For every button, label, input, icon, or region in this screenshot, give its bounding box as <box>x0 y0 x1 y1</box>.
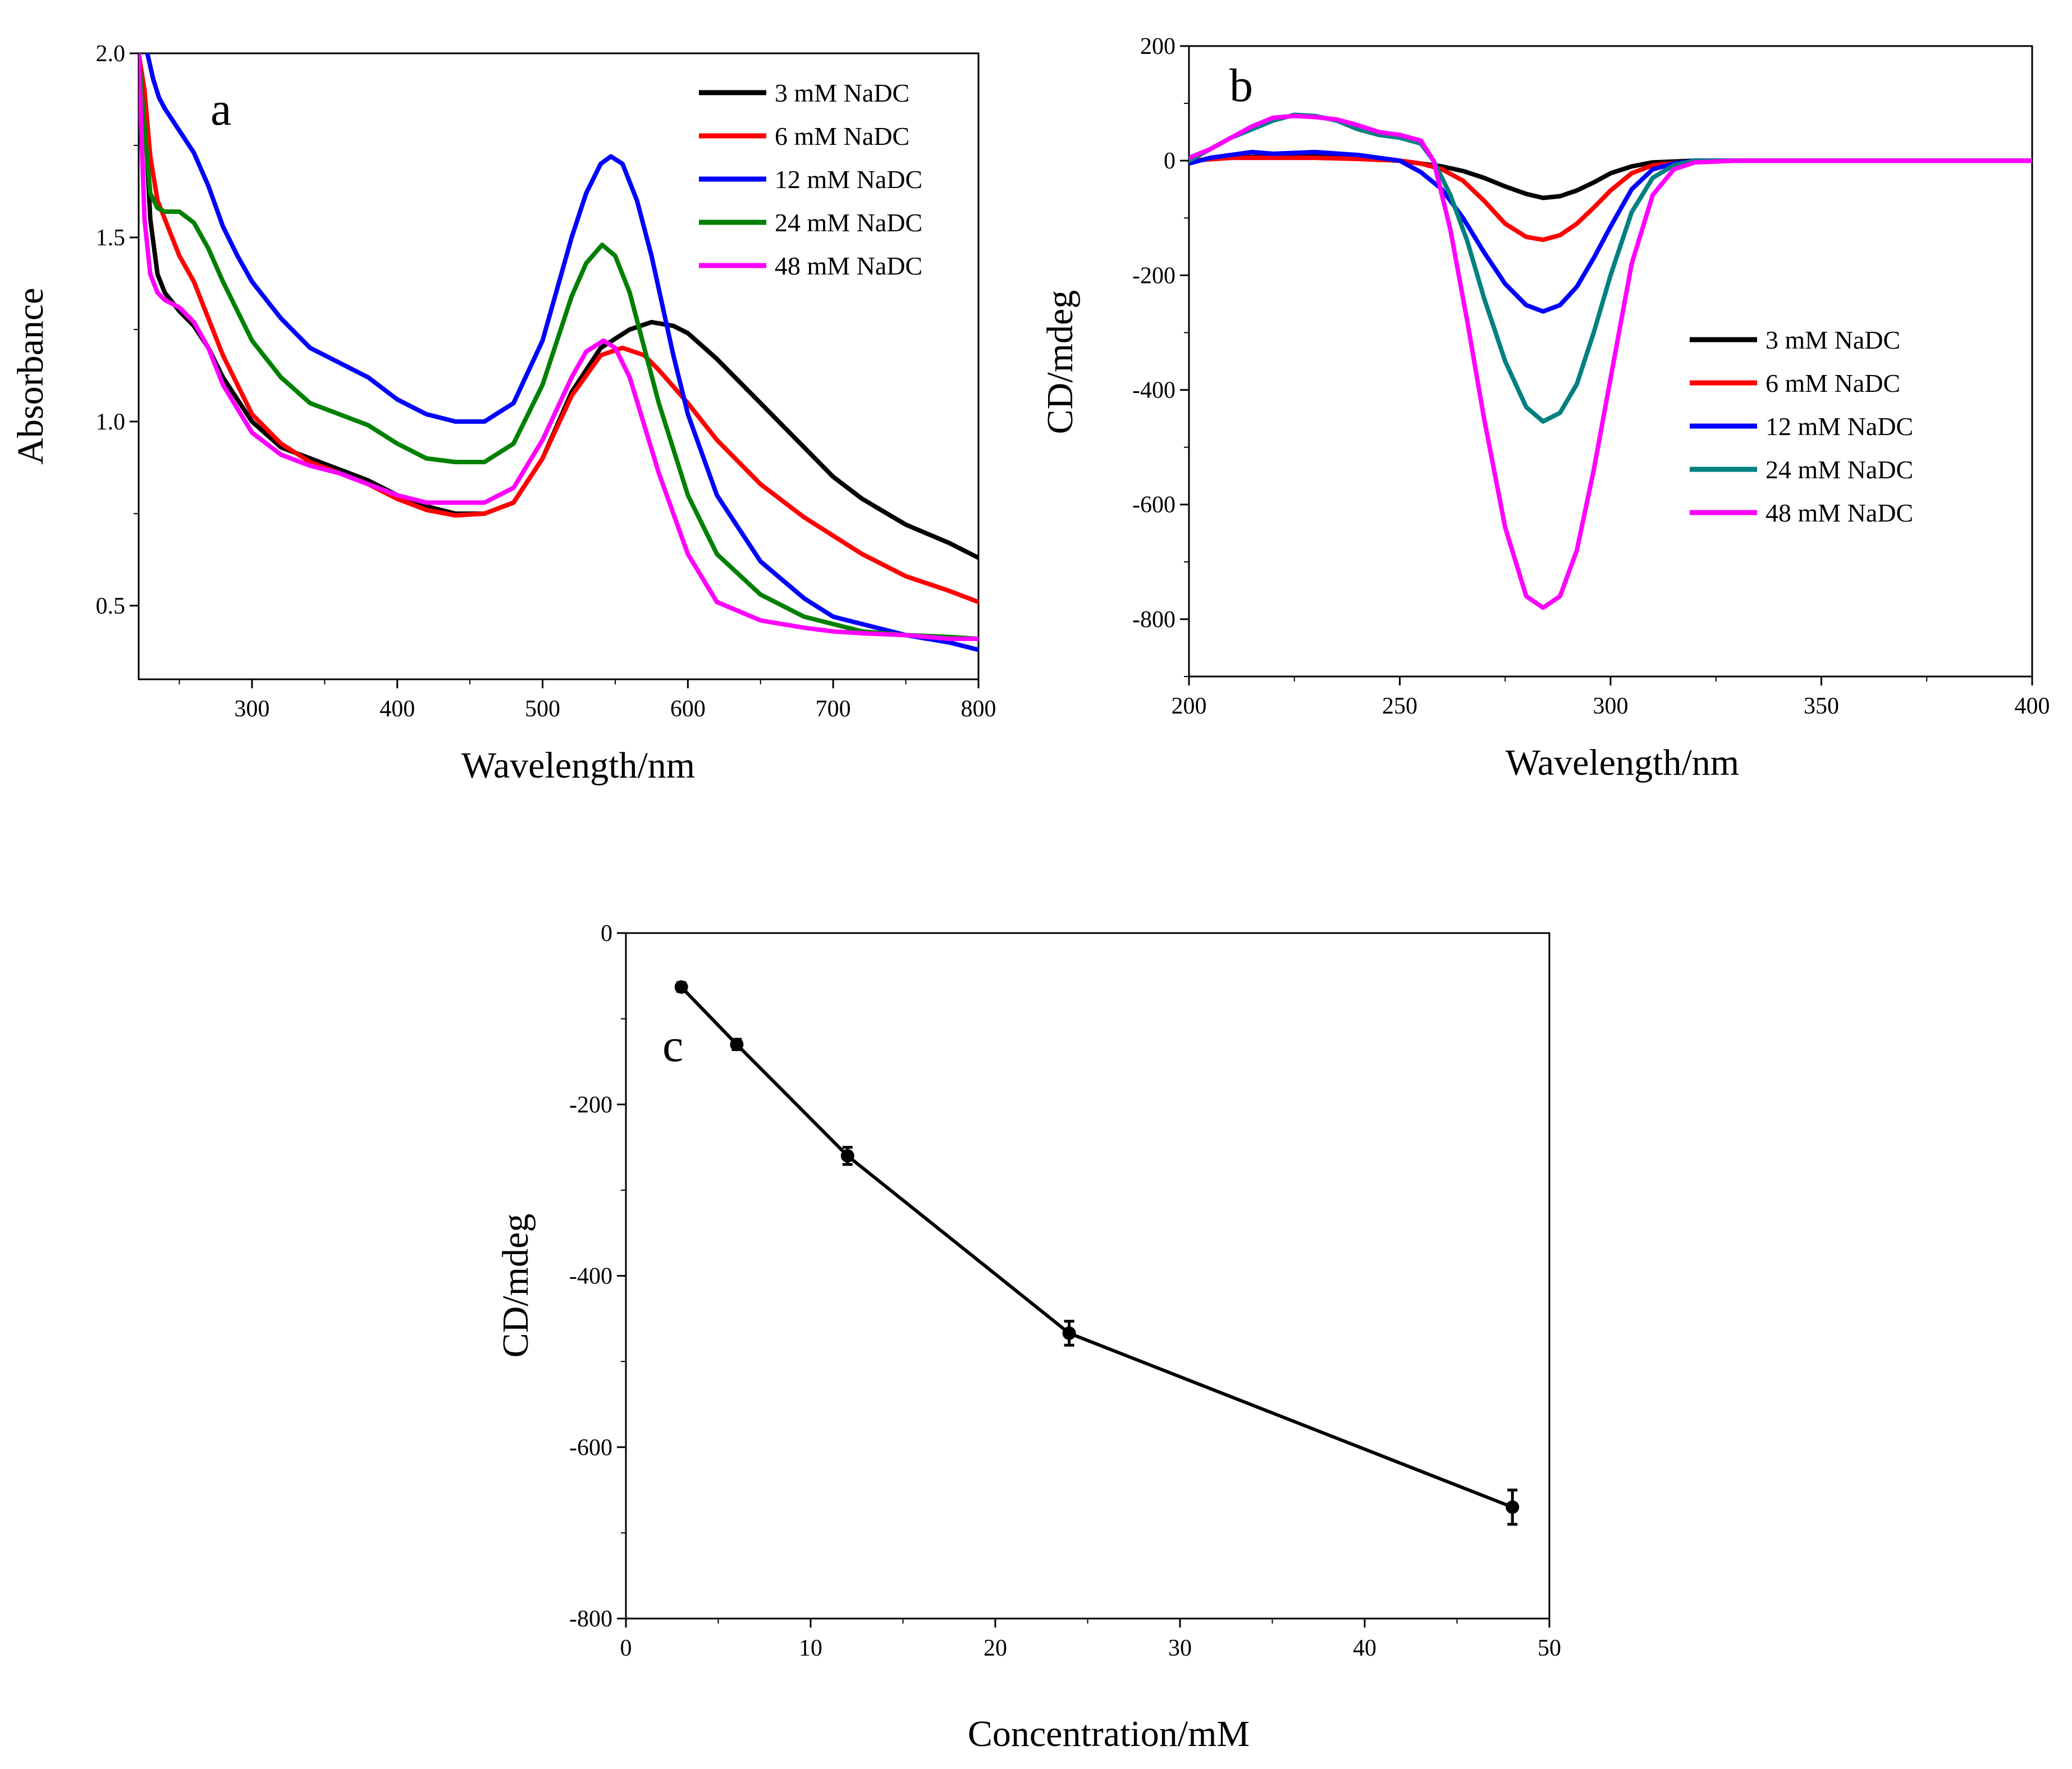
panel-b-y-tick-label: 0 <box>1164 148 1175 174</box>
panel-a-absorbance-chart: a Wavelength/nm Absorbance 300 400 500 600 7… <box>10 41 996 786</box>
panel-b-y-axis-label: CD/mdeg <box>1040 290 1081 435</box>
panel-a-plot-frame <box>138 52 980 680</box>
panel-b-cd-spectra-chart: b Wavelength/nm CD/mdeg 200 250 300 350 400 -… <box>1040 34 2050 783</box>
panel-b-x-tick-label: 400 <box>2015 693 2050 719</box>
panel-c-x-axis-label: Concentration/mM <box>968 1713 1250 1754</box>
panel-b-y-tick-label: -200 <box>1132 263 1175 289</box>
panel-b-series-line-3 <box>1189 149 2032 314</box>
panel-b-letter: b <box>1229 60 1253 112</box>
panel-c-x-tick-label: 50 <box>1538 1635 1561 1661</box>
panel-c-y-tick-label: -600 <box>569 1435 612 1461</box>
panel-a-series-line-2 <box>139 53 978 605</box>
panel-a-series-line-3 <box>145 53 978 652</box>
panel-b-y-tick-label: -800 <box>1132 607 1175 633</box>
panel-c-data-point <box>730 1037 744 1052</box>
panel-b-y-tick-label: -600 <box>1132 492 1175 518</box>
panel-c-x-tick-label: 40 <box>1353 1635 1376 1661</box>
panel-a-y-tick-label: 0.5 <box>96 593 126 619</box>
panel-a-y-tick-label: 1.0 <box>96 409 126 435</box>
panel-c-y-tick-label: -400 <box>569 1264 612 1290</box>
panel-b-legend: 3 mM NaDC 6 mM NaDC 12 mM NaDC 24 mM NaDC 48… <box>1690 326 1913 527</box>
panel-a-series-line-5 <box>139 53 978 641</box>
panel-c-x-tick-label: 0 <box>620 1635 632 1661</box>
panel-a-y-axis-label: Absorbance <box>10 287 51 464</box>
panel-b-y-tick-label: 200 <box>1140 34 1175 60</box>
panel-b-legend-label: 24 mM NaDC <box>1765 455 1913 484</box>
panel-b-y-tick-label: -400 <box>1132 378 1175 404</box>
panel-c-data-point <box>840 1149 854 1163</box>
panel-b-series-line-5 <box>1189 113 2032 610</box>
panel-c-concentration-chart: c Concentration/mM CD/mdeg 0 10 20 30 40 50 -8… <box>495 921 1561 1754</box>
panel-b-x-axis-label: Wavelength/nm <box>1506 742 1739 783</box>
panel-a-x-tick-label: 500 <box>525 696 560 722</box>
panel-b-legend-label: 48 mM NaDC <box>1765 499 1913 527</box>
panel-c-data-point <box>1062 1326 1076 1340</box>
panel-b-legend-label: 3 mM NaDC <box>1765 326 1900 354</box>
panel-c-x-tick-label: 20 <box>984 1635 1007 1661</box>
panel-a-x-tick-label: 300 <box>234 696 269 722</box>
panel-a-series-line-4 <box>139 53 978 641</box>
panel-c-x-tick-label: 30 <box>1168 1635 1192 1661</box>
panel-b-legend-label: 12 mM NaDC <box>1765 412 1913 441</box>
panel-c-y-tick-label: -200 <box>569 1092 612 1118</box>
panel-a-x-tick-label: 700 <box>816 696 851 722</box>
panel-a-legend-label: 48 mM NaDC <box>775 252 922 280</box>
panel-a-x-tick-label: 800 <box>961 696 996 722</box>
panel-c-x-tick-label: 10 <box>799 1635 822 1661</box>
panel-a-x-tick-label: 600 <box>670 696 706 722</box>
panel-b-x-tick-label: 250 <box>1382 693 1417 719</box>
panel-a-legend-label: 3 mM NaDC <box>775 79 909 107</box>
panel-a-legend-label: 24 mM NaDC <box>775 208 922 237</box>
panel-a-y-tick-label: 2.0 <box>96 41 126 67</box>
panel-c-y-tick-label: 0 <box>601 921 612 947</box>
panel-b-x-tick-label: 200 <box>1172 693 1207 719</box>
panel-b-x-tick-label: 350 <box>1804 693 1839 719</box>
panel-a-x-axis-label: Wavelength/nm <box>461 745 695 786</box>
panel-a-letter: a <box>211 83 231 135</box>
panel-c-y-tick-label: -800 <box>569 1606 612 1632</box>
panel-a-legend-label: 6 mM NaDC <box>775 122 909 150</box>
panel-b-legend-label: 6 mM NaDC <box>1765 369 1900 397</box>
panel-c-data-point <box>674 980 688 994</box>
panel-c-letter: c <box>662 1020 683 1072</box>
panel-b-x-tick-label: 300 <box>1593 693 1629 719</box>
panel-a-y-tick-label: 1.5 <box>96 225 126 251</box>
panel-c-data-point <box>1506 1500 1520 1514</box>
panel-a-x-tick-label: 400 <box>379 696 415 722</box>
panel-a-legend-label: 12 mM NaDC <box>775 165 922 194</box>
panel-a-legend: 3 mM NaDC 6 mM NaDC 12 mM NaDC 24 mM NaDC 48… <box>699 79 922 280</box>
panel-c-y-axis-label: CD/mdeg <box>495 1214 536 1358</box>
